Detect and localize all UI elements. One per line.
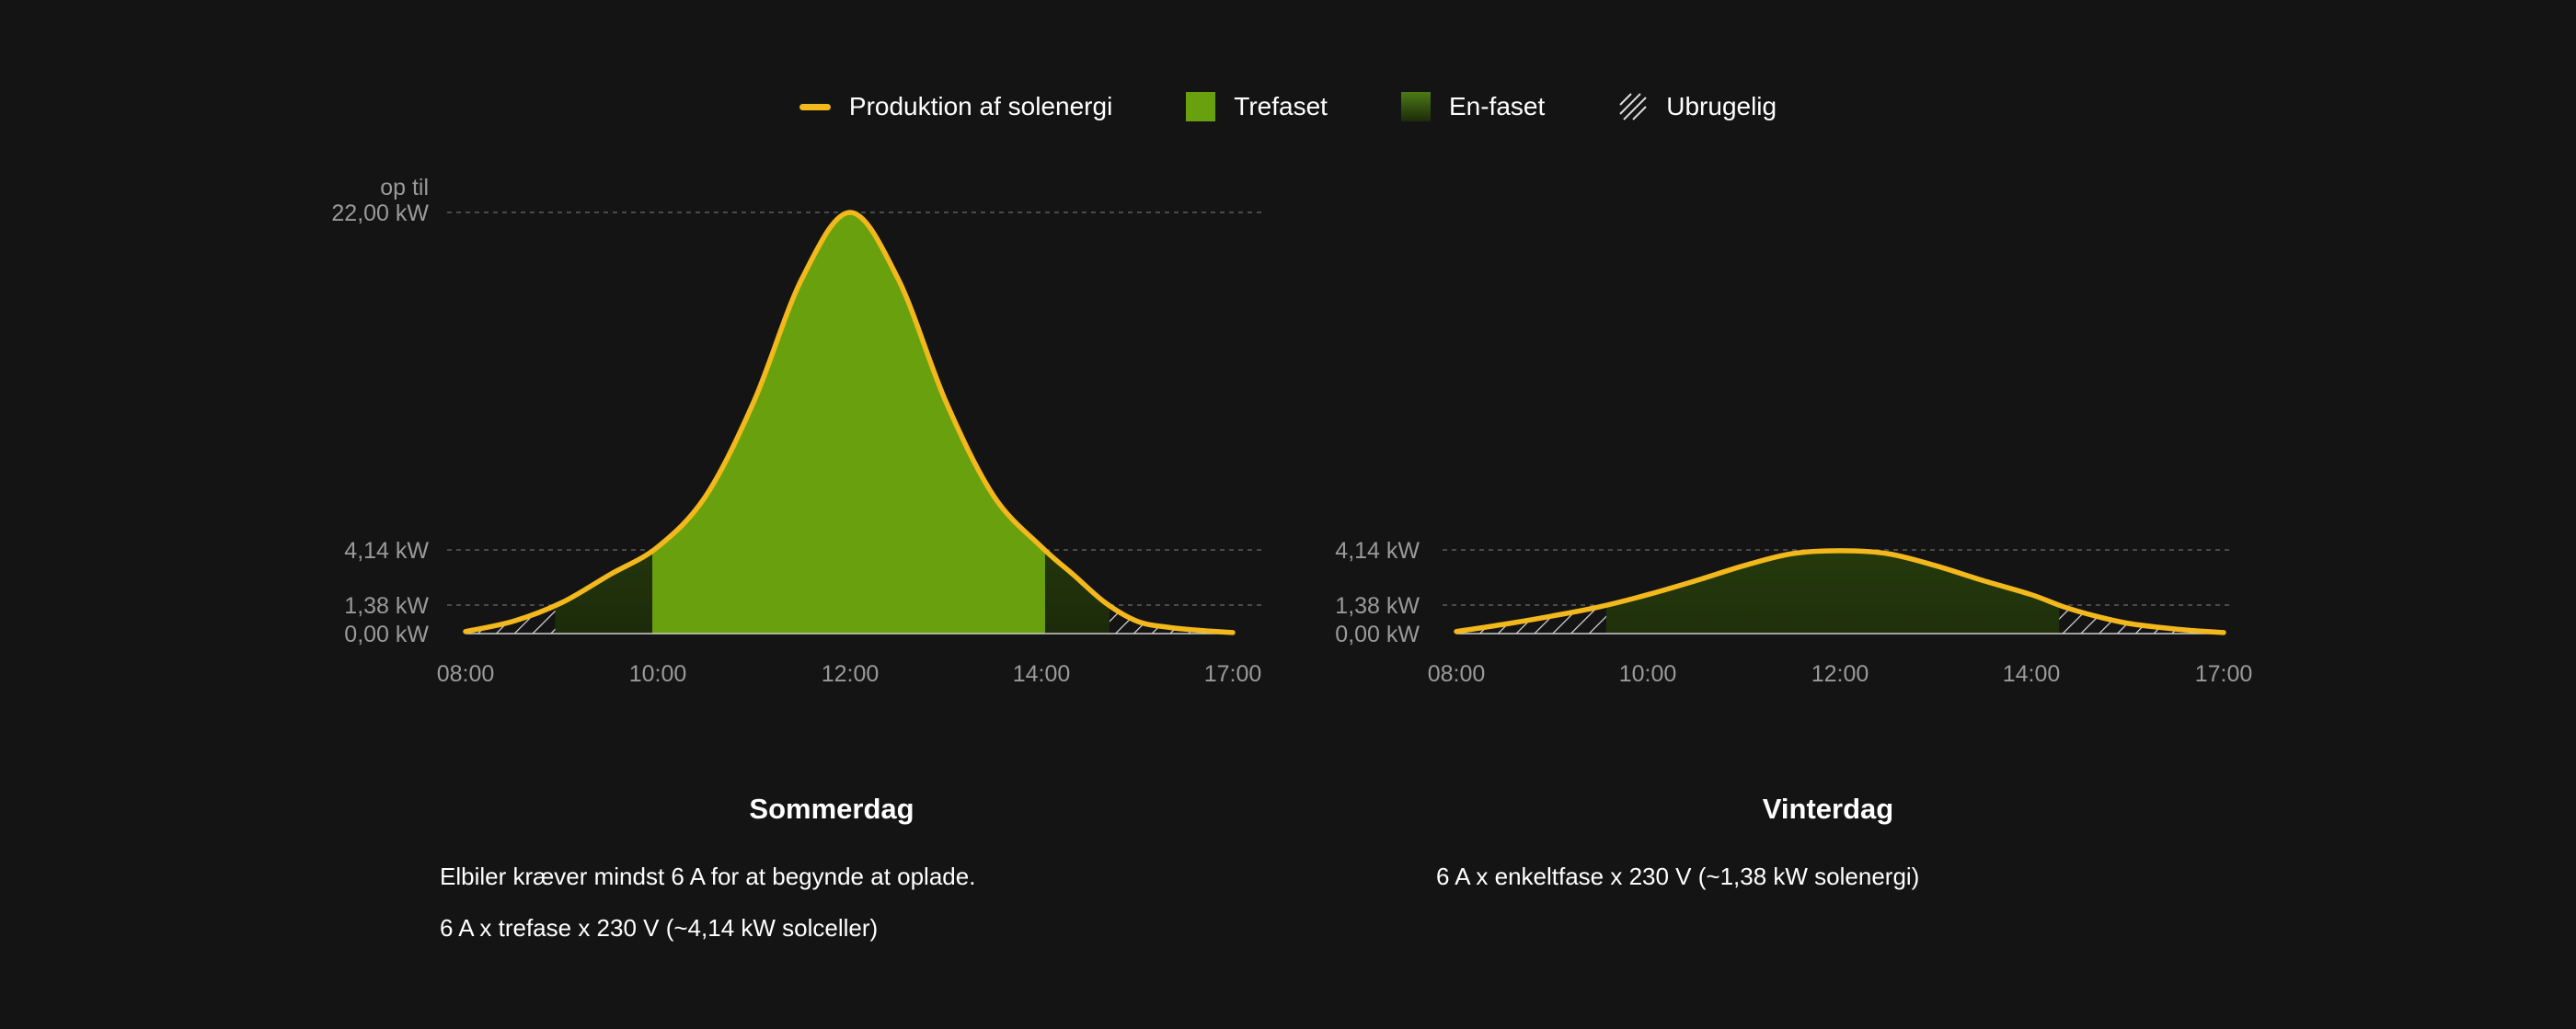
x-tick-label: 12:00 <box>1811 661 1869 687</box>
winter-title: Vinterdag <box>1762 793 1894 825</box>
three-phase-region <box>652 212 1045 634</box>
y-tick-label: 4,14 kW <box>1335 538 1420 564</box>
x-tick-label: 10:00 <box>1619 661 1677 687</box>
y-tick-label: 0,00 kW <box>1335 622 1420 647</box>
production-line <box>1454 548 2226 635</box>
y-tick-label: 0,00 kW <box>344 622 429 647</box>
legend-three-phase-swatch <box>1186 92 1216 121</box>
legend-single-phase-swatch <box>1400 92 1431 121</box>
x-tick-label: 14:00 <box>2003 661 2061 687</box>
winter-description-1: 6 A x enkeltfase x 230 V (~1,38 kW solen… <box>1436 863 1920 890</box>
summer-description-1: Elbiler kræver mindst 6 A for at begynde… <box>440 863 976 890</box>
legend-label-production: Produktion af solenergi <box>848 92 1113 120</box>
y-tick-label: 1,38 kW <box>344 593 429 619</box>
chart-legend: Produktion af solenergi Trefaset En-fase… <box>0 92 2576 121</box>
fill-regions <box>466 212 1233 634</box>
legend-unusable-swatch <box>1619 93 1647 120</box>
production-line <box>463 210 1236 635</box>
x-tick-label: 17:00 <box>2195 661 2253 687</box>
x-tick-label: 10:00 <box>629 661 687 687</box>
x-tick-label: 14:00 <box>1013 661 1071 687</box>
x-tick-label: 08:00 <box>1428 661 1486 687</box>
x-tick-label: 12:00 <box>822 661 880 687</box>
legend-label-unusable: Ubrugelig <box>1666 92 1777 120</box>
x-tick-label: 17:00 <box>1204 661 1262 687</box>
winter-chart: 0,00 kW 1,38 kW 4,14 kW 08:00 10:00 12:00 14:0… <box>1335 538 2253 687</box>
unusable-region <box>1456 550 2224 634</box>
y-tick-label: 1,38 kW <box>1335 593 1420 619</box>
summer-title: Sommerdag <box>749 793 914 825</box>
fill-regions <box>1456 550 2224 634</box>
legend-item-production: Produktion af solenergi <box>799 92 1112 121</box>
legend-item-single-phase: En-faset <box>1400 92 1546 121</box>
single-phase-region <box>1605 550 2060 634</box>
legend-label-single-phase: En-faset <box>1448 92 1546 120</box>
legend-item-unusable: Ubrugelig <box>1618 92 1777 121</box>
y-tick-label: 22,00 kW <box>331 200 429 226</box>
summer-description-2: 6 A x trefase x 230 V (~4,14 kW solcelle… <box>440 914 879 942</box>
legend-line-swatch <box>799 103 831 110</box>
legend-label-three-phase: Trefaset <box>1234 92 1328 120</box>
y-tick-prefix: op til <box>380 175 429 200</box>
x-tick-label: 08:00 <box>437 661 495 687</box>
legend-item-three-phase: Trefaset <box>1186 92 1328 121</box>
y-tick-label: 4,14 kW <box>344 538 429 564</box>
